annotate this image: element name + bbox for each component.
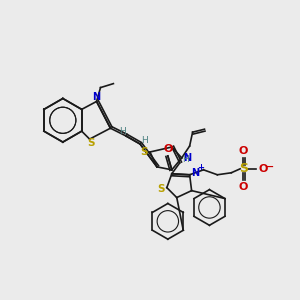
Text: O: O [238, 182, 248, 192]
Text: H: H [182, 155, 189, 164]
Text: O: O [238, 146, 248, 156]
Text: S: S [140, 147, 148, 157]
Text: H: H [141, 136, 148, 145]
Text: O: O [163, 144, 172, 154]
Text: S: S [238, 162, 247, 175]
Text: H: H [119, 127, 126, 136]
Text: N: N [191, 168, 200, 178]
Text: −: − [265, 162, 274, 172]
Text: N: N [184, 153, 192, 163]
Text: S: S [157, 184, 165, 194]
Text: +: + [197, 163, 204, 172]
Text: O: O [258, 164, 268, 174]
Text: N: N [92, 92, 101, 103]
Text: S: S [87, 138, 94, 148]
